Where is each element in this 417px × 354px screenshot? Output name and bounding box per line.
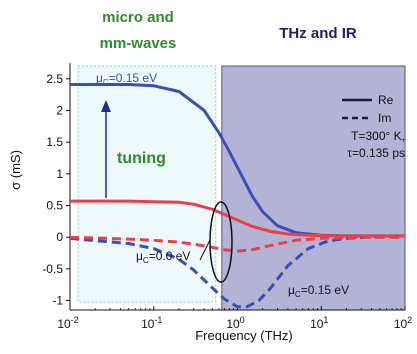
x-tick-label: 10-1 <box>141 315 162 331</box>
x-axis-label: Frequency (THz) <box>195 328 293 343</box>
x-tick-label: 100 <box>226 315 244 331</box>
y-tick-label: 0 <box>56 230 63 244</box>
x-tick-label: 101 <box>310 315 328 331</box>
annotation-mu-red: μC=0.0 eV <box>136 249 190 265</box>
region-labels: micro and mm-waves THz and IR <box>100 9 357 52</box>
y-tick-label: -1 <box>52 294 63 308</box>
y-tick-label: 2 <box>56 104 63 118</box>
y-axis-label: σ (mS) <box>8 150 23 190</box>
x-tick-label: 102 <box>394 315 412 331</box>
y-tick-label: 0.5 <box>46 199 63 213</box>
series-line-3 <box>69 235 405 253</box>
region-label-1-0: THz and IR <box>279 25 357 42</box>
annotation-mu-blue-top: μC=0.15 eV <box>96 71 157 87</box>
tuning-label: tuning <box>117 150 166 167</box>
x-tick-label: 10-2 <box>57 315 78 331</box>
legend-label-1: Im <box>378 111 391 125</box>
region-label-0-0: micro and <box>102 9 174 26</box>
region-boxes <box>77 65 406 311</box>
tuning-arrow-head <box>101 100 111 112</box>
region-label-0-1: mm-waves <box>100 35 177 52</box>
y-tick-label: 1.5 <box>46 135 63 149</box>
series-line-1 <box>69 234 406 309</box>
legend-note-0: T=300° K, <box>351 129 405 143</box>
highlight-ellipse <box>209 201 233 283</box>
annotation-mu-blue-bottom: μC=0.15 eV <box>288 283 349 299</box>
region-box-0 <box>77 65 217 303</box>
y-tick-label: 2.5 <box>46 72 63 86</box>
region-box-1 <box>221 65 406 311</box>
axes <box>66 63 406 311</box>
legend-label-0: Re <box>378 93 394 107</box>
y-tick-label: 1 <box>56 167 63 181</box>
series-lines <box>69 83 406 309</box>
series-line-2 <box>70 199 405 238</box>
callout-line <box>199 239 211 261</box>
legend-note-1: τ=0.135 ps <box>347 146 405 160</box>
tick-labels: 2.5 2 1.5 1 0.5 0 -0.5 -1 10-2 10-1 100 101 102 <box>42 72 412 331</box>
annotations: μC=0.15 eV μC=0.0 eV μC=0.15 eV tuning <box>96 71 349 299</box>
y-tick-label: -0.5 <box>42 262 63 276</box>
legend: Re Im T=300° K, τ=0.135 ps <box>342 93 405 160</box>
